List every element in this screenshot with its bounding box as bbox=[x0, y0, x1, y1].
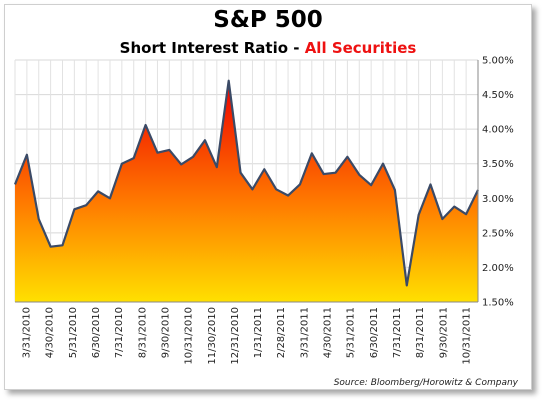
y-tick-label: 2.00% bbox=[482, 263, 514, 274]
y-tick-label: 3.00% bbox=[482, 194, 514, 205]
x-tick-label: 2/28/2011 bbox=[276, 307, 287, 358]
x-tick-label: 12/31/2010 bbox=[230, 307, 241, 365]
area-layer bbox=[13, 79, 479, 303]
x-tick-label: 3/31/2010 bbox=[22, 307, 33, 358]
x-tick-label: 7/31/2011 bbox=[392, 307, 403, 358]
source-note: Source: Bloomberg/Horowitz & Company bbox=[334, 378, 519, 388]
y-tick-label: 5.00% bbox=[482, 56, 514, 67]
subtitle-highlight: All Securities bbox=[304, 39, 417, 57]
x-tick-label: 10/31/2010 bbox=[184, 307, 195, 365]
series-area bbox=[15, 80, 478, 303]
subtitle-main: Short Interest Ratio bbox=[119, 39, 289, 57]
chart-subtitle: Short Interest Ratio - All Securities bbox=[5, 39, 531, 57]
y-tick-label: 2.50% bbox=[482, 228, 514, 239]
label-layer: 1.50% 2.00% 2.50% 3.00% 3.50% 4.00% 4.50% 5.00%… bbox=[22, 56, 514, 365]
x-tick-label: 5/31/2010 bbox=[68, 307, 79, 358]
chart-title: S&P 500 bbox=[213, 7, 323, 33]
y-tick-label: 4.50% bbox=[482, 90, 514, 101]
x-tick-label: 4/30/2011 bbox=[323, 307, 334, 358]
x-tick-label: 10/31/2011 bbox=[461, 307, 472, 365]
y-tick-label: 4.00% bbox=[482, 125, 514, 136]
x-tick-label: 6/30/2010 bbox=[91, 307, 102, 358]
series-line bbox=[13, 79, 479, 287]
x-tick-label: 9/30/2010 bbox=[160, 307, 171, 358]
x-tick-label: 9/30/2011 bbox=[438, 307, 449, 358]
x-tick-label: 11/30/2010 bbox=[207, 307, 218, 365]
x-tick-label: 1/31/2011 bbox=[253, 307, 264, 358]
x-tick-label: 5/31/2011 bbox=[346, 307, 357, 358]
axis-layer bbox=[15, 60, 479, 303]
x-tick-label: 7/31/2010 bbox=[114, 307, 125, 358]
x-tick-label: 3/31/2011 bbox=[299, 307, 310, 358]
y-tick-label: 1.50% bbox=[482, 298, 514, 309]
x-tick-label: 4/30/2010 bbox=[45, 307, 56, 358]
x-tick-label: 8/31/2011 bbox=[415, 307, 426, 358]
subtitle-separator: - bbox=[288, 39, 305, 57]
x-tick-label: 8/31/2010 bbox=[137, 307, 148, 358]
y-tick-label: 3.50% bbox=[482, 159, 514, 170]
x-tick-label: 6/30/2011 bbox=[369, 307, 380, 358]
